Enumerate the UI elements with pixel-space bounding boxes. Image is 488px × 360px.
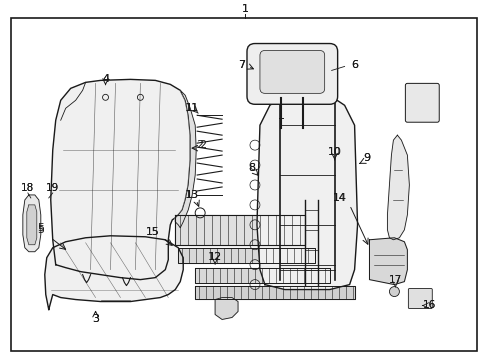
Text: 7: 7: [238, 60, 245, 71]
Polygon shape: [51, 80, 190, 280]
Text: 12: 12: [207, 252, 222, 262]
Text: 15: 15: [145, 227, 159, 237]
Polygon shape: [27, 205, 37, 245]
Polygon shape: [215, 298, 238, 319]
Text: 5: 5: [37, 225, 44, 235]
Text: 6: 6: [350, 60, 357, 71]
FancyBboxPatch shape: [246, 44, 337, 104]
Text: 6: 6: [350, 60, 357, 71]
Circle shape: [388, 287, 399, 297]
Polygon shape: [386, 135, 408, 240]
Text: 8: 8: [248, 163, 255, 173]
Polygon shape: [195, 285, 354, 298]
Text: 8: 8: [248, 163, 255, 173]
Polygon shape: [256, 95, 357, 289]
Text: 7: 7: [238, 60, 245, 71]
Text: 3: 3: [92, 314, 99, 324]
Text: 14: 14: [332, 193, 346, 203]
Text: 2: 2: [196, 140, 203, 150]
Text: 18: 18: [21, 183, 34, 193]
Text: 15: 15: [145, 227, 159, 237]
Text: 16: 16: [422, 300, 435, 310]
Text: 11: 11: [185, 103, 199, 113]
FancyBboxPatch shape: [260, 50, 324, 93]
Text: 10: 10: [327, 147, 341, 157]
Text: 1: 1: [241, 4, 248, 14]
Text: 18: 18: [21, 183, 34, 193]
Text: 11: 11: [185, 103, 199, 113]
Polygon shape: [195, 268, 329, 283]
FancyBboxPatch shape: [407, 289, 431, 309]
Polygon shape: [23, 195, 41, 252]
Text: 19: 19: [46, 183, 59, 193]
Text: 10: 10: [327, 147, 341, 157]
Text: 9: 9: [362, 153, 369, 163]
Polygon shape: [369, 238, 407, 285]
Text: 4: 4: [102, 75, 109, 84]
Text: 12: 12: [208, 252, 221, 262]
FancyBboxPatch shape: [405, 84, 438, 122]
Polygon shape: [178, 248, 314, 263]
Text: 1: 1: [241, 4, 248, 14]
Text: 9: 9: [362, 153, 369, 163]
Text: 13: 13: [185, 190, 199, 200]
Text: 2: 2: [199, 140, 206, 150]
Text: 16: 16: [422, 300, 435, 310]
Text: 4: 4: [102, 75, 109, 84]
Text: 3: 3: [92, 314, 99, 324]
Text: 17: 17: [388, 275, 401, 285]
Polygon shape: [175, 90, 196, 228]
Text: 13: 13: [185, 190, 199, 200]
Polygon shape: [175, 215, 304, 245]
Text: 5: 5: [37, 223, 44, 233]
Text: 14: 14: [332, 193, 346, 203]
Text: 17: 17: [388, 275, 401, 285]
Text: 19: 19: [46, 183, 59, 193]
Polygon shape: [45, 236, 183, 310]
